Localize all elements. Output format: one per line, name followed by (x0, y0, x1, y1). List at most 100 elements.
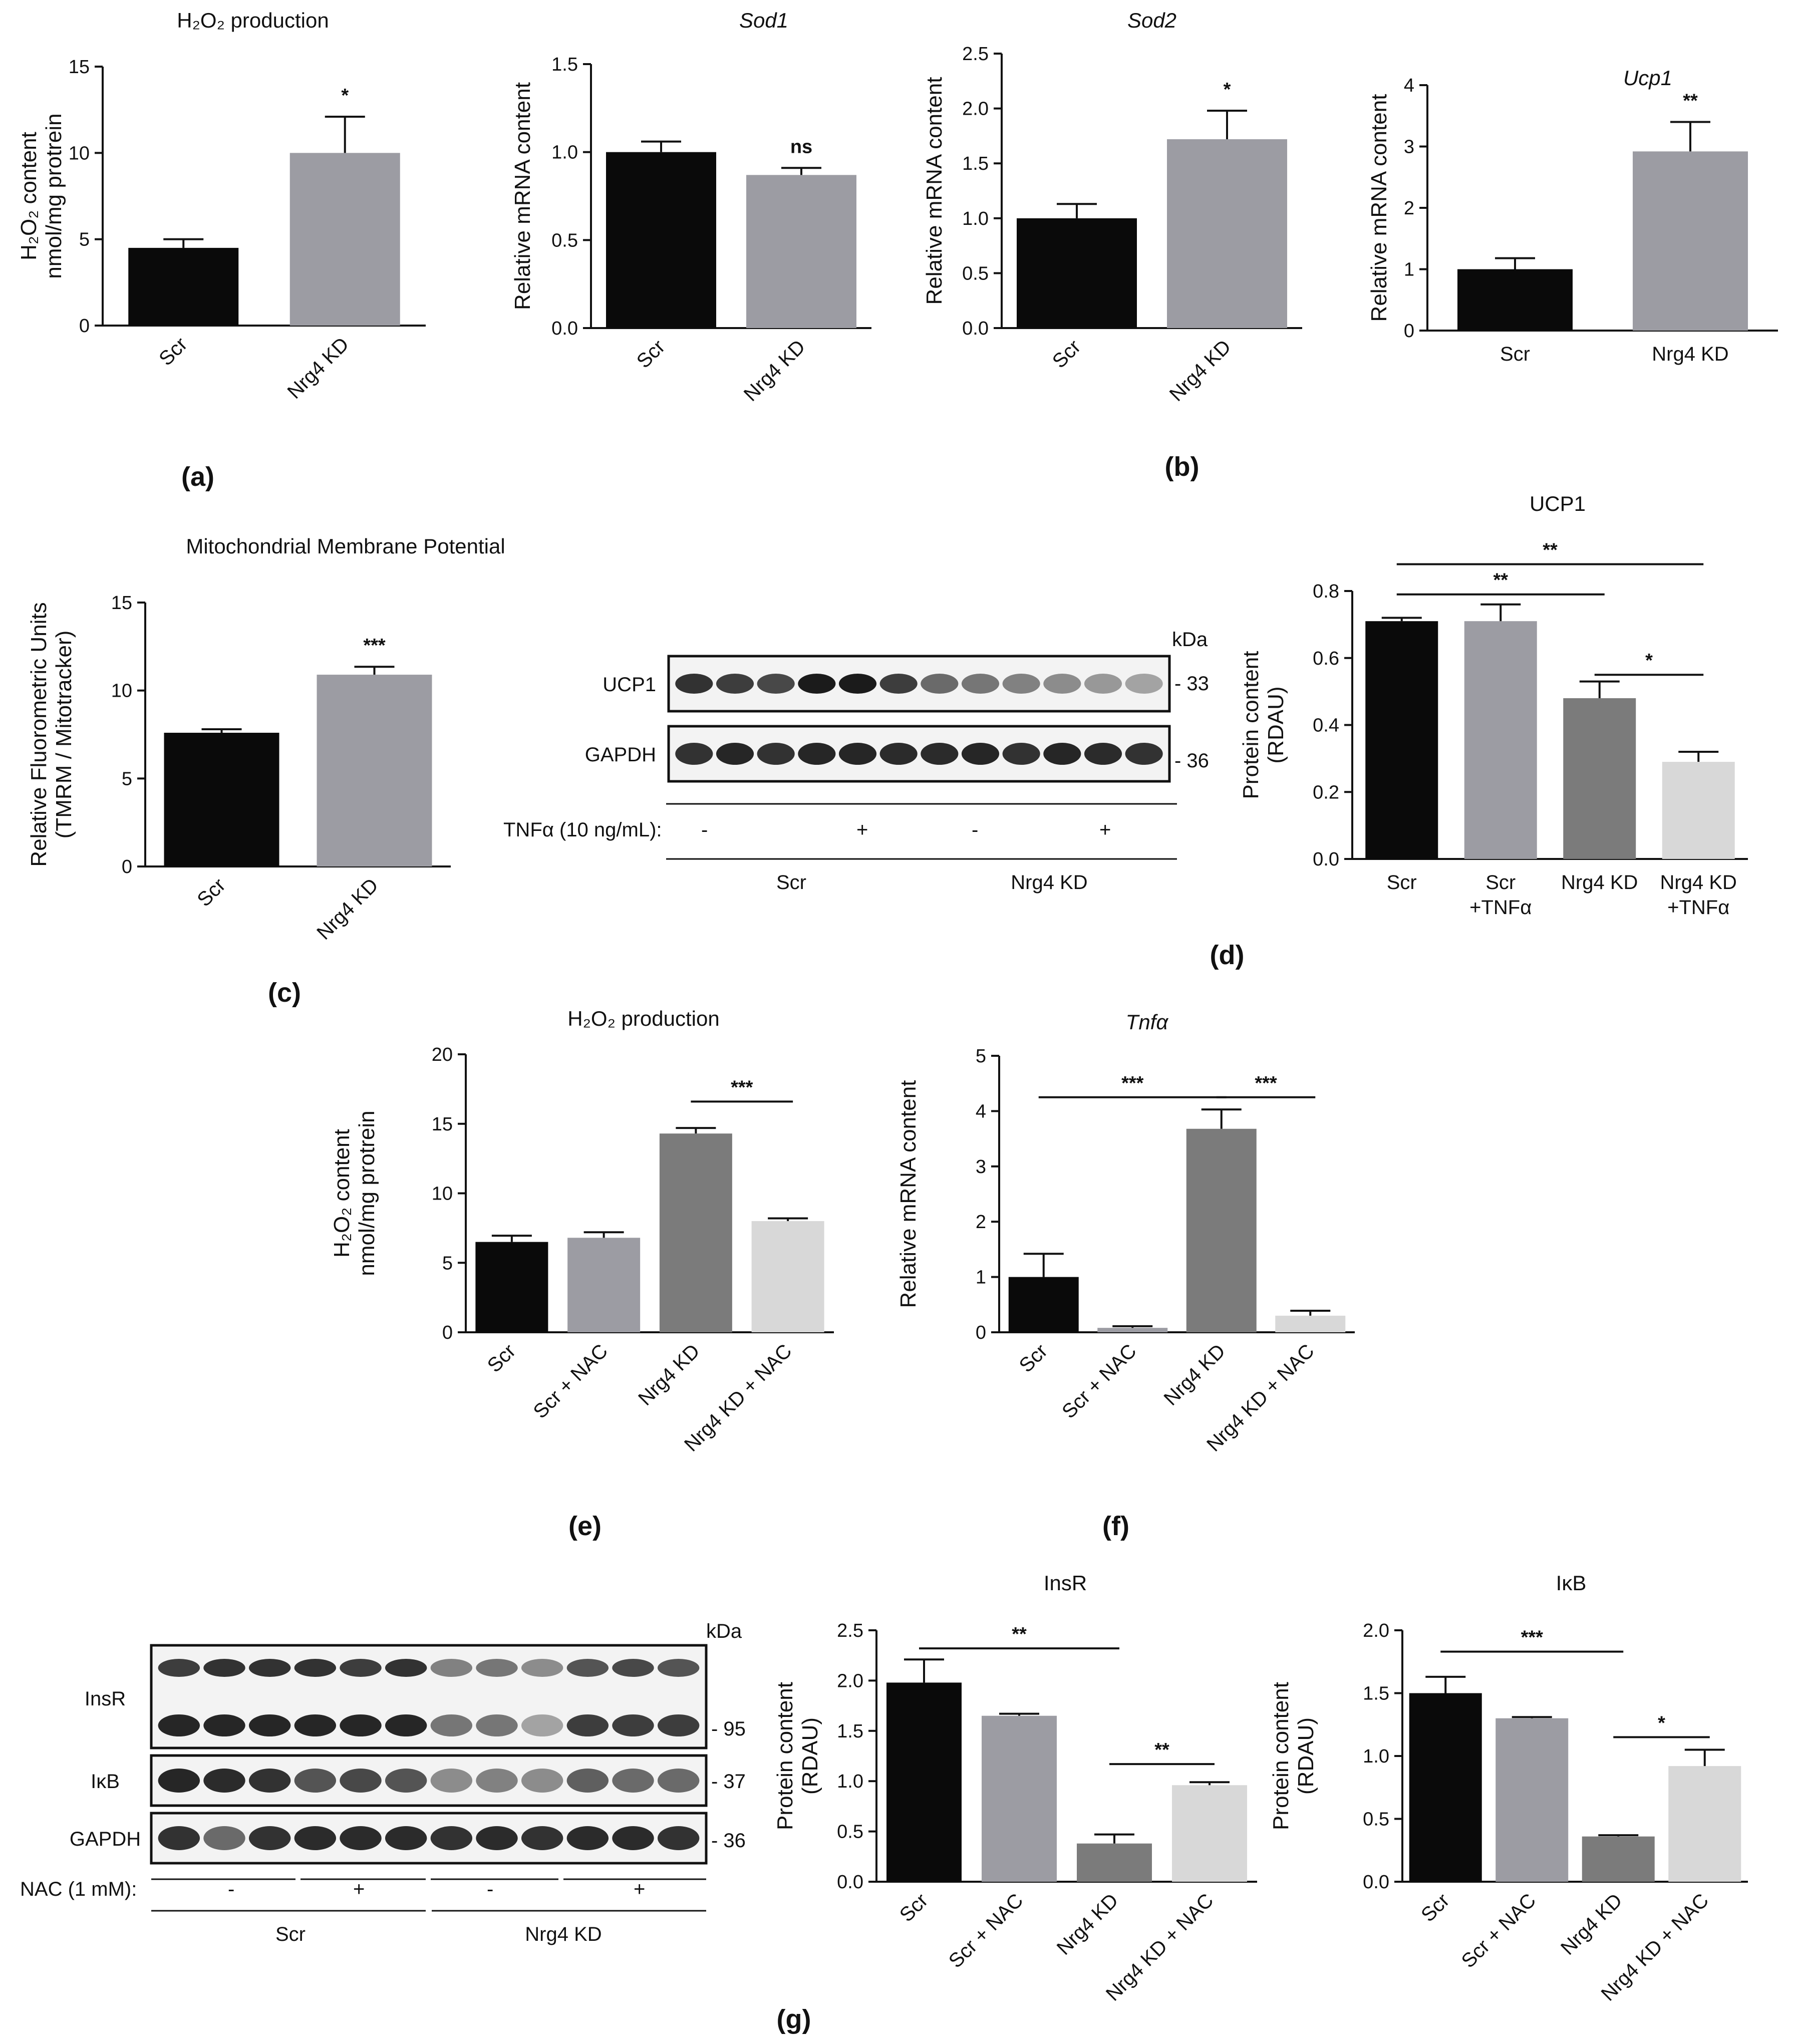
chart-g1-bracket-label: ** (1012, 1624, 1027, 1645)
chart-f-ytick-label: 2 (976, 1212, 986, 1233)
blot-g-ikb-band (294, 1769, 337, 1793)
chart-g2-ytick-label: 1.0 (1363, 1746, 1389, 1767)
chart-c-title: Mitochondrial Membrane Potential (186, 534, 505, 558)
chart-f-ylabel: Relative mRNA content (896, 1080, 921, 1308)
blot-g-insr-upper-band (430, 1659, 473, 1677)
chart-b2: Sod2 0.0 0.5 1.0 1.5 2.0 2.5 Relative mRNA cont… (922, 9, 1302, 406)
chart-f-ytick-label: 0 (976, 1322, 986, 1343)
chart-g1-category-label: Scr (895, 1889, 933, 1926)
blot-d-gapdh-band (798, 743, 836, 765)
chart-d-bracket-label: ** (1543, 540, 1558, 561)
chart-b3-ytick-label: 3 (1404, 137, 1414, 158)
blot-d-kda-label: kDa (1172, 629, 1208, 651)
chart-e-title: H₂O₂ production (567, 1007, 719, 1030)
blot-g-insr-lower-band (385, 1714, 427, 1736)
blot-g-insr-lower-band (203, 1714, 245, 1736)
blot-g-gapdh-band (158, 1826, 200, 1850)
chart-c-category-label: Scr (193, 874, 230, 911)
chart-f-title: Tnfα (1126, 1010, 1169, 1034)
chart-c-ylabel: Relative Fluorometric Units(TMRM / Mitot… (27, 602, 76, 866)
blot-d-group-scr: Scr (776, 871, 806, 894)
blot-g-row-label-gapdh: GAPDH (70, 1828, 141, 1850)
chart-e-bar (475, 1242, 548, 1332)
chart-a: H₂O₂ production 0 5 10 15 H₂O₂ contentnmol/mg… (17, 9, 426, 403)
chart-f-bracket-label: *** (1255, 1073, 1277, 1094)
chart-g1-ylabel: Protein content(RDAU) (773, 1682, 822, 1830)
blot-g-group-scr: Scr (275, 1923, 306, 1945)
blot-d-ucp1-band (879, 674, 918, 694)
blot-g-insr-upper-band (340, 1659, 382, 1677)
chart-e-ylabel: H₂O₂ contentnmol/mg protrein (330, 1110, 379, 1276)
blot-g-insr-lower-band (340, 1714, 382, 1736)
blot-d-group-kd: Nrg4 KD (1011, 871, 1087, 894)
chart-e-ytick-label: 15 (432, 1114, 453, 1135)
blot-d-gapdh-band (838, 743, 877, 765)
chart-b1-ylabel: Relative mRNA content (510, 82, 535, 310)
chart-g1-bar (1172, 1785, 1247, 1882)
chart-g2-bar (1668, 1766, 1741, 1882)
blot-g-kda-label: kDa (706, 1620, 742, 1642)
chart-d-bracket-label: * (1645, 650, 1653, 671)
chart-b1-ytick-label: 0.5 (551, 230, 578, 251)
chart-g1-title: InsR (1044, 1571, 1087, 1595)
chart-c-ytick-label: 5 (122, 768, 132, 789)
chart-d: UCP1 0.0 0.2 0.4 0.6 0.8 Protein content(RDAU)… (1239, 492, 1748, 919)
chart-d-ytick-label: 0.8 (1313, 581, 1339, 602)
blot-g-sign-2: + (353, 1878, 365, 1900)
blot-d-gapdh-band (675, 743, 713, 765)
blot-g-gapdh-band (657, 1826, 700, 1850)
chart-d-category-label: +TNFα (1469, 897, 1532, 919)
blot-g-insr-lower-band (612, 1714, 654, 1736)
chart-f-category-label: Scr (1015, 1340, 1052, 1377)
blot-g-gapdh-band (203, 1826, 245, 1850)
blot-g-insr-upper-band (385, 1659, 427, 1677)
chart-g1-ytick-label: 1.0 (837, 1771, 863, 1792)
chart-c-ytick-label: 0 (122, 856, 132, 878)
chart-a-category-label: Nrg4 KD (283, 333, 354, 403)
chart-e-bar (659, 1133, 732, 1332)
panel-label-e: (e) (568, 1511, 602, 1541)
blot-d-gapdh-band (716, 743, 754, 765)
chart-a-ytick-label: 15 (69, 57, 90, 78)
chart-d-ylabel: Protein content(RDAU) (1239, 651, 1288, 799)
blot-d-gapdh-band (921, 743, 959, 765)
chart-f-bar (1097, 1328, 1168, 1332)
panel-label-a: (a) (181, 462, 214, 492)
chart-b2-ytick-label: 1.0 (962, 208, 989, 229)
blot-d-gapdh-band (961, 743, 1000, 765)
chart-g1-ytick-label: 0.0 (837, 1872, 863, 1893)
chart-g1-ylabel-line: Protein content (773, 1682, 797, 1830)
chart-g2-category-label: Nrg4 KD (1557, 1889, 1627, 1959)
chart-b2-ylabel-line: Relative mRNA content (922, 77, 947, 305)
chart-b3-title: Ucp1 (1623, 66, 1672, 90)
blot-g-group-kd: Nrg4 KD (525, 1923, 602, 1945)
chart-g1-ytick-label: 2.5 (837, 1620, 863, 1641)
blot-g-insr-lower-band (566, 1714, 609, 1736)
chart-b1-bar (606, 152, 716, 328)
chart-b1-ylabel-line: Relative mRNA content (510, 82, 535, 310)
blot-g-ikb-band (612, 1769, 654, 1793)
chart-b2-ytick-label: 1.5 (962, 153, 989, 174)
chart-g2-bar (1582, 1836, 1655, 1882)
chart-d-ytick-label: 0.0 (1313, 849, 1339, 870)
chart-b2-ytick-label: 0.5 (962, 263, 989, 284)
blot-d-ucp1-band (716, 674, 754, 694)
blot-g-insr-membrane (150, 1644, 708, 1749)
chart-b2-ylabel: Relative mRNA content (922, 77, 947, 305)
blot-d-sign-1: - (701, 819, 708, 841)
chart-e-category-label: Scr + NAC (529, 1340, 612, 1422)
chart-b1-category-label: Scr (633, 336, 670, 373)
chart-g2-bar (1409, 1693, 1482, 1882)
blot-g-insr-lower-band (657, 1714, 700, 1736)
chart-g2-bracket-label: *** (1521, 1627, 1544, 1648)
chart-d-category-label: +TNFα (1667, 897, 1729, 919)
blot-g-ikb-band (340, 1769, 382, 1793)
chart-g2-ytick-label: 2.0 (1363, 1620, 1389, 1641)
chart-g1-ytick-label: 0.5 (837, 1822, 863, 1843)
blot-d-ucp1-band (1002, 674, 1040, 694)
panel-label-g: (g) (777, 2004, 811, 2034)
chart-c-ylabel-line: (TMRM / Mitotracker) (52, 631, 76, 839)
western-blot-d: kDa UCP1 GAPDH - 33 - 36 TNFα (10 ng/mL)… (503, 629, 1209, 894)
blot-g-gapdh-band (566, 1826, 609, 1850)
blot-d-gapdh-band (1125, 743, 1163, 765)
